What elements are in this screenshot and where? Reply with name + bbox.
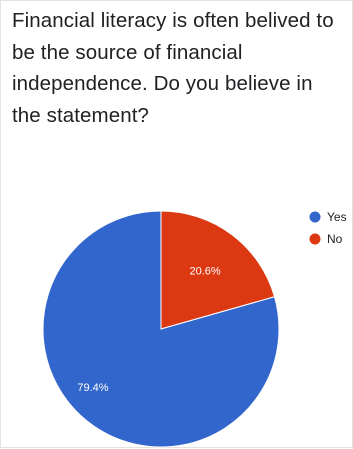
slice-label-no: 20.6%: [190, 266, 221, 278]
pie-slice-labels: 20.6% 79.4%: [77, 266, 221, 394]
pie-slice-yes: [42, 210, 280, 448]
question-title: Financial literacy is often belived to b…: [12, 9, 334, 127]
legend-marker-no: [309, 233, 321, 245]
legend-marker-yes: [309, 211, 321, 223]
legend-label-no: No: [327, 232, 343, 246]
pie-slices: [42, 210, 280, 448]
chart-legend: Yes No: [309, 210, 347, 246]
legend-label-yes: Yes: [327, 210, 347, 224]
pie-slice-no: [160, 210, 276, 330]
slice-label-yes: 79.4%: [77, 382, 108, 394]
